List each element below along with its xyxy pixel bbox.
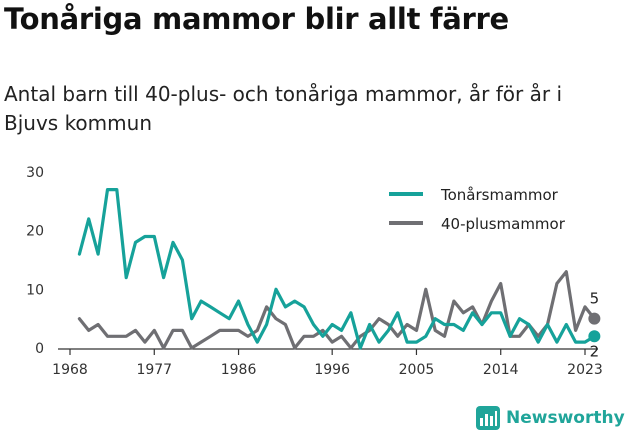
x-tick-label: 1968 <box>52 362 88 378</box>
legend-label-40-plusmammor: 40-plusmammor <box>441 215 566 233</box>
brand-logo: Newsworthy <box>476 406 625 430</box>
y-tick-label: 0 <box>35 341 44 357</box>
y-tick-label: 10 <box>26 282 44 298</box>
legend-label-tonarsmammor: Tonårsmammor <box>440 186 559 204</box>
end-markers: 25 <box>588 290 601 360</box>
chart-subtitle: Antal barn till 40-plus- och tonåriga ma… <box>4 82 563 135</box>
x-tick-label: 1996 <box>314 362 350 378</box>
legend: Tonårsmammor 40-plusmammor <box>389 186 566 233</box>
x-tick-label: 1986 <box>221 362 257 378</box>
end-value-label-tonarsmammor: 2 <box>590 342 600 360</box>
x-axis: 1968 1977 1986 1996 2005 2014 2023 <box>52 348 603 378</box>
end-value-label-40-plusmammor: 5 <box>590 290 600 308</box>
end-marker-tonarsmammor <box>588 330 601 343</box>
series-line-40-plusmammor <box>77 270 597 350</box>
newsworthy-logo-icon <box>476 406 500 430</box>
y-tick-labels: 0 10 20 30 <box>26 165 44 357</box>
series-lines <box>77 188 597 350</box>
x-tick-label: 1977 <box>136 362 172 378</box>
end-marker-40-plusmammor <box>588 312 601 325</box>
brand-name: Newsworthy <box>506 408 625 428</box>
series-line-tonarsmammor <box>77 188 597 350</box>
y-tick-label: 20 <box>26 224 44 240</box>
x-tick-label: 2023 <box>567 362 603 378</box>
chart-title: Tonåriga mammor blir allt färre <box>4 2 509 36</box>
y-tick-label: 30 <box>26 165 44 181</box>
x-tick-label: 2005 <box>399 362 435 378</box>
x-tick-label: 2014 <box>483 362 519 378</box>
